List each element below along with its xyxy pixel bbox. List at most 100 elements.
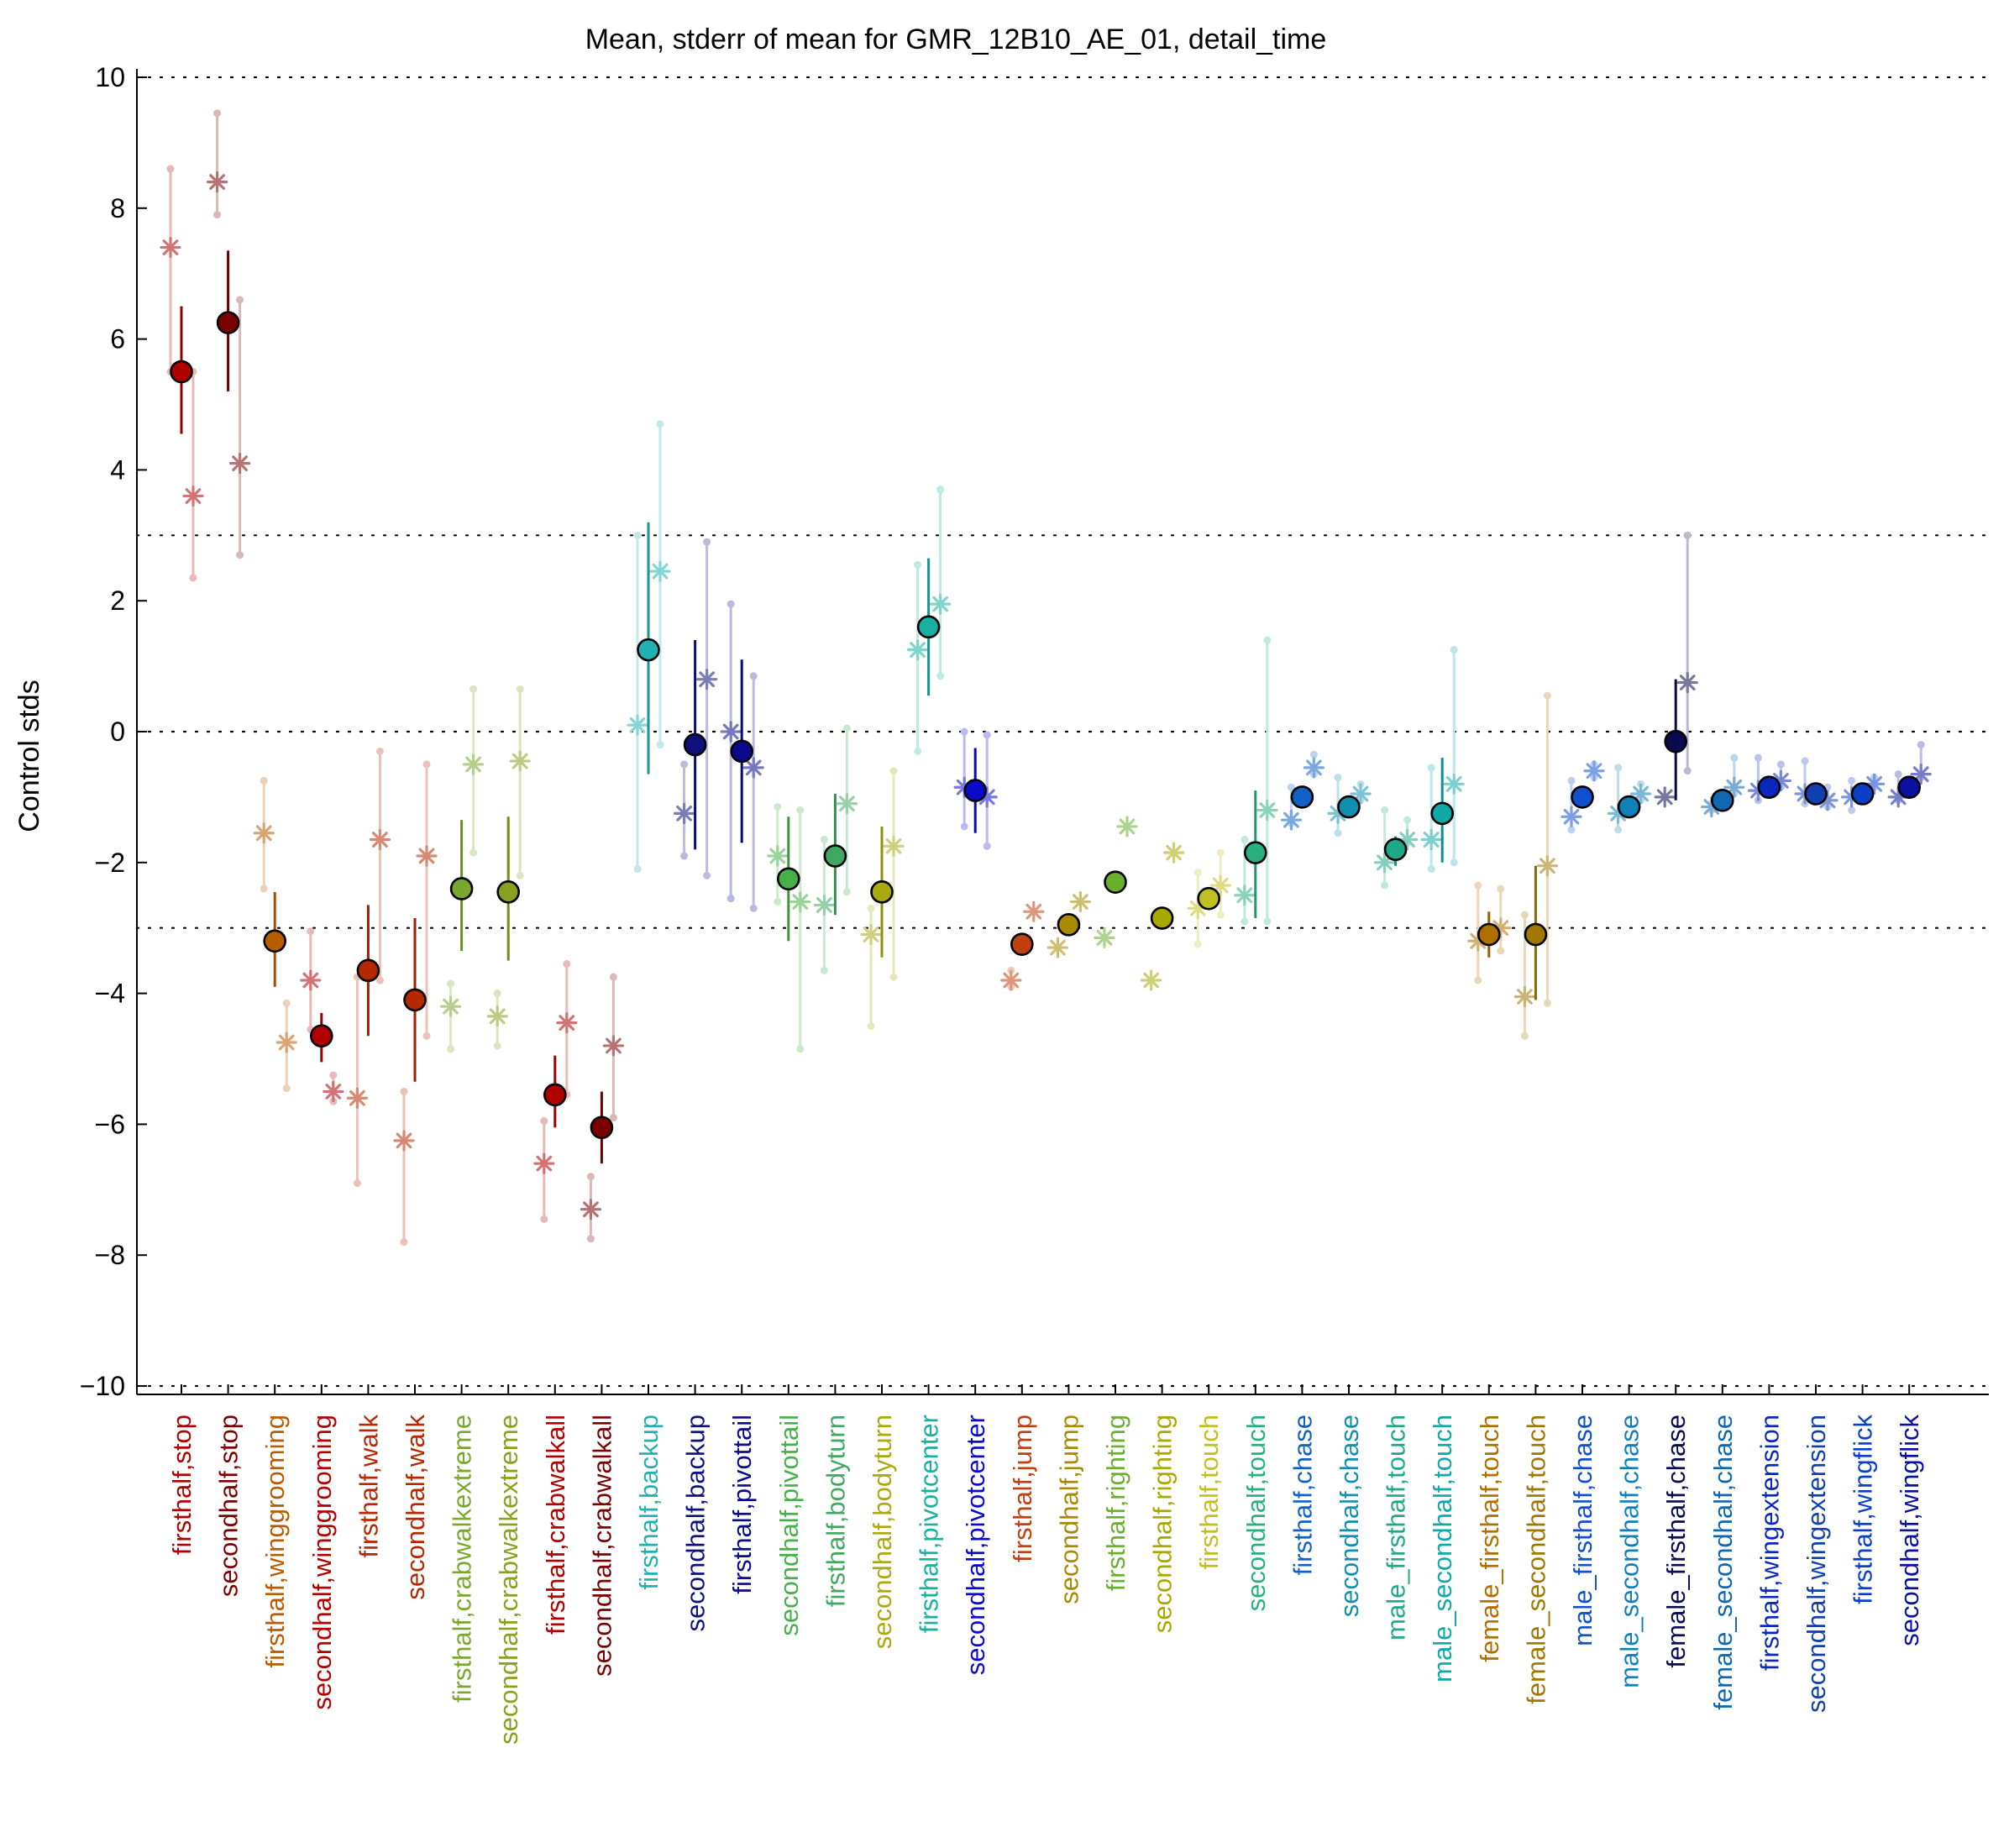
star-point (462, 753, 485, 775)
error-cap-top (1848, 776, 1856, 785)
mean-point (1057, 913, 1081, 937)
right-point (1162, 842, 1185, 864)
error-cap-bottom (1427, 865, 1435, 874)
mean-marker (356, 958, 380, 983)
star-point (1256, 799, 1278, 822)
x-tick-label: secondhalf,crabwalkall (587, 1415, 616, 1677)
star-point (1676, 671, 1698, 694)
error-cap-top (282, 999, 291, 1007)
error-cap-top (375, 747, 384, 755)
mean-marker (1430, 801, 1454, 826)
error-cap-top (867, 904, 875, 912)
error-cap-top (469, 685, 478, 693)
error-cap-top (260, 776, 268, 785)
x-tick-label: secondhalf,bodyturn (868, 1415, 897, 1649)
right-point (1256, 636, 1278, 926)
mean-point (1850, 782, 1875, 806)
star-point (836, 793, 858, 815)
star-point (416, 845, 438, 867)
star-point (1094, 927, 1115, 948)
error-cap-top (609, 973, 617, 981)
x-tick-label: secondhalf,winggrooming (307, 1415, 337, 1710)
right-point (929, 486, 952, 680)
mean-point (170, 306, 193, 434)
star-point (649, 560, 671, 582)
y-tick-label: 10 (95, 62, 125, 92)
error-cap-bottom (703, 871, 711, 879)
mean-point (963, 748, 987, 833)
y-tick-label: −4 (95, 979, 125, 1009)
mean-point (916, 558, 941, 696)
mean-marker (1383, 837, 1408, 862)
mean-marker (1897, 775, 1921, 800)
error-cap-top (726, 600, 735, 608)
mean-point (730, 659, 754, 843)
star-point (182, 485, 204, 507)
error-cap-bottom (842, 888, 851, 896)
left-point (1420, 764, 1442, 874)
left-point (1513, 911, 1536, 1040)
x-tick-label: firsthalf,jump (1008, 1415, 1037, 1562)
left-point (1654, 786, 1676, 808)
mean-marker (1571, 785, 1594, 809)
x-tick-label: firsthalf,winggrooming (260, 1415, 290, 1668)
mean-marker (1244, 841, 1267, 864)
error-cap-top (1520, 911, 1529, 919)
right-point (1303, 750, 1325, 779)
error-cap-bottom (213, 211, 222, 219)
mean-marker (403, 988, 427, 1012)
mean-marker (1524, 922, 1548, 947)
star-point (1140, 969, 1162, 991)
star-point (742, 757, 764, 779)
right-point (1443, 646, 1465, 867)
right-point (1023, 900, 1045, 922)
star-point (1116, 816, 1138, 837)
error-cap-bottom (1216, 911, 1225, 919)
x-tick-label: firsthalf,crabwalkextreme (448, 1415, 477, 1703)
right-point (462, 685, 485, 857)
mean-point (1150, 906, 1174, 930)
mean-point (1104, 870, 1127, 894)
x-tick-label: female_firsthalf,touch (1475, 1415, 1504, 1662)
left-point (393, 1087, 415, 1247)
mean-point (263, 891, 287, 987)
right-point (323, 1071, 344, 1105)
star-point (486, 1005, 508, 1027)
error-cap-top (1683, 531, 1692, 539)
star-point (1536, 855, 1559, 877)
error-cap-top (680, 760, 689, 769)
y-tick-label: −10 (80, 1371, 125, 1401)
star-point (229, 453, 251, 475)
star-point (160, 236, 181, 259)
left-point (300, 927, 322, 1033)
x-tick-label: female_secondhalf,chase (1708, 1415, 1738, 1710)
mean-point (776, 816, 800, 942)
star-point (1513, 985, 1536, 1008)
x-tick-label: firsthalf,walk (354, 1415, 383, 1558)
x-tick-label: secondhalf,chase (1335, 1415, 1364, 1617)
error-cap-top (1287, 783, 1295, 791)
x-tick-label: firsthalf,crabwalkall (541, 1415, 570, 1635)
mean-point (356, 905, 380, 1037)
x-tick-label: firsthalf,pivottail (727, 1415, 757, 1594)
error-cap-top (563, 960, 571, 969)
left-point (1046, 937, 1069, 958)
star-point (533, 1152, 555, 1174)
error-cap-top (1497, 885, 1505, 893)
left-point (1561, 776, 1582, 834)
x-tick-label: firsthalf,chase (1288, 1415, 1317, 1575)
error-cap-bottom (1848, 806, 1856, 814)
star-point (253, 822, 275, 844)
left-point (1140, 969, 1162, 991)
error-cap-top (213, 109, 222, 118)
y-tick-label: 4 (110, 454, 125, 485)
star-point (1162, 842, 1185, 864)
right-point (556, 960, 578, 1099)
error-cap-top (749, 672, 758, 680)
mean-point (870, 826, 894, 958)
x-tick-label: firsthalf,stop (167, 1415, 197, 1555)
star-point (1046, 937, 1069, 958)
right-point (1583, 760, 1605, 782)
star-point (580, 1199, 602, 1221)
